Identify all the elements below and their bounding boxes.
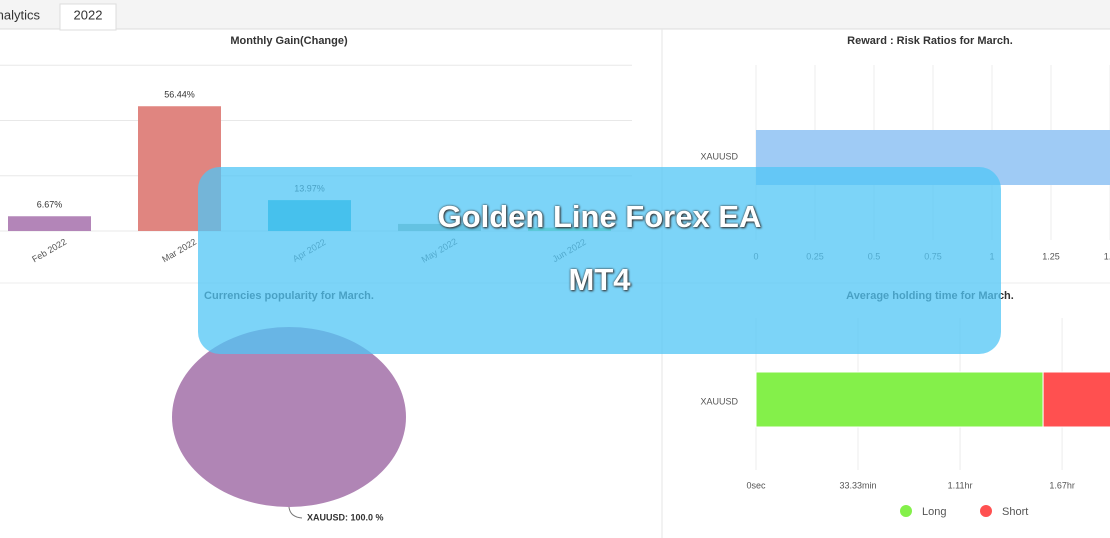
x-tick-label: 1.67hr: [1049, 480, 1075, 490]
x-tick-label: 1.25: [1042, 251, 1060, 261]
bar: [8, 216, 91, 231]
y-tick-label: XAUUSD: [700, 151, 738, 161]
tab-label[interactable]: 2022: [74, 7, 103, 22]
x-tick-label: 1.11hr: [948, 480, 973, 490]
data-label: 56.44%: [164, 90, 195, 100]
overlay-banner: Golden Line Forex EA MT4: [198, 167, 1001, 354]
x-tick-label: Mar 2022: [160, 237, 198, 265]
bar-segment: [1042, 371, 1110, 428]
legend-marker: [980, 505, 992, 517]
legend-label: Short: [1002, 506, 1028, 518]
x-tick-label: 33.33min: [840, 480, 877, 490]
x-tick-label: 0sec: [746, 480, 766, 490]
y-tick-label: XAUUSD: [700, 396, 738, 406]
leader-line: [288, 506, 303, 519]
legend-label: Long: [922, 506, 946, 518]
overlay-subtitle: MT4: [568, 262, 631, 297]
data-label: 6.67%: [37, 200, 63, 210]
data-label: XAUUSD: 100.0 %: [307, 512, 384, 522]
x-tick-label: 1.5: [1104, 251, 1110, 261]
tab-bar: [0, 0, 1110, 29]
legend-marker: [900, 505, 912, 517]
chart-title: Reward : Risk Ratios for March.: [847, 35, 1013, 47]
overlay-title: Golden Line Forex EA: [437, 199, 762, 234]
tab[interactable]: [59, 3, 117, 31]
chart-title: Monthly Gain(Change): [230, 35, 348, 47]
bar-segment: [755, 371, 1044, 428]
x-tick-label: Feb 2022: [30, 237, 68, 265]
tab-label[interactable]: Analytics: [0, 7, 41, 22]
pie-slice: [172, 327, 406, 507]
